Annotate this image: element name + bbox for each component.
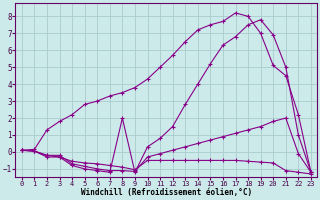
- X-axis label: Windchill (Refroidissement éolien,°C): Windchill (Refroidissement éolien,°C): [81, 188, 252, 197]
